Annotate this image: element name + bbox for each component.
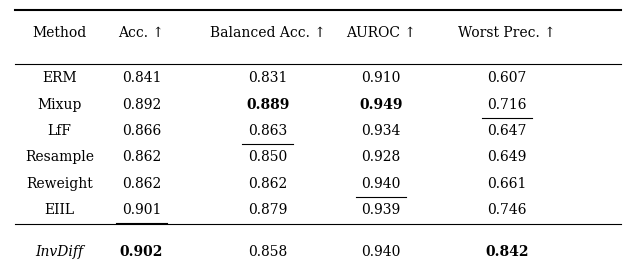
Text: 0.607: 0.607	[487, 71, 527, 85]
Text: Acc. ↑: Acc. ↑	[118, 26, 165, 40]
Text: Mixup: Mixup	[38, 98, 81, 112]
Text: 0.879: 0.879	[248, 203, 287, 217]
Text: 0.901: 0.901	[121, 203, 161, 217]
Text: 0.842: 0.842	[485, 245, 529, 259]
Text: 0.910: 0.910	[361, 71, 401, 85]
Text: 0.934: 0.934	[361, 124, 401, 138]
Text: 0.862: 0.862	[122, 177, 161, 191]
Text: Reweight: Reweight	[26, 177, 93, 191]
Text: 0.716: 0.716	[487, 98, 527, 112]
Text: ERM: ERM	[42, 71, 77, 85]
Text: EIIL: EIIL	[45, 203, 74, 217]
Text: 0.940: 0.940	[361, 245, 401, 259]
Text: InvDiff: InvDiff	[36, 245, 83, 259]
Text: 0.949: 0.949	[359, 98, 403, 112]
Text: 0.928: 0.928	[361, 150, 401, 165]
Text: Worst Prec. ↑: Worst Prec. ↑	[459, 26, 556, 40]
Text: 0.649: 0.649	[487, 150, 527, 165]
Text: 0.647: 0.647	[487, 124, 527, 138]
Text: 0.746: 0.746	[487, 203, 527, 217]
Text: 0.661: 0.661	[487, 177, 527, 191]
Text: 0.892: 0.892	[122, 98, 161, 112]
Text: LfF: LfF	[48, 124, 71, 138]
Text: 0.902: 0.902	[120, 245, 163, 259]
Text: 0.841: 0.841	[121, 71, 161, 85]
Text: Resample: Resample	[25, 150, 94, 165]
Text: 0.850: 0.850	[248, 150, 287, 165]
Text: 0.866: 0.866	[122, 124, 161, 138]
Text: 0.862: 0.862	[248, 177, 287, 191]
Text: Balanced Acc. ↑: Balanced Acc. ↑	[210, 26, 326, 40]
Text: 0.831: 0.831	[248, 71, 287, 85]
Text: 0.889: 0.889	[246, 98, 289, 112]
Text: 0.862: 0.862	[122, 150, 161, 165]
Text: Method: Method	[32, 26, 86, 40]
Text: AUROC ↑: AUROC ↑	[346, 26, 416, 40]
Text: 0.940: 0.940	[361, 177, 401, 191]
Text: 0.863: 0.863	[248, 124, 287, 138]
Text: 0.858: 0.858	[248, 245, 287, 259]
Text: 0.939: 0.939	[361, 203, 401, 217]
